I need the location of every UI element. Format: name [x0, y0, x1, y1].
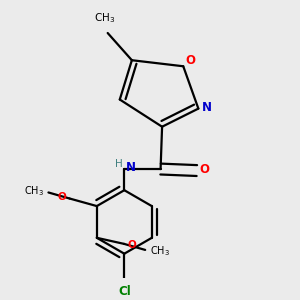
Text: CH$_3$: CH$_3$: [24, 184, 44, 198]
Text: H: H: [115, 159, 123, 169]
Text: O: O: [186, 54, 196, 67]
Text: O: O: [57, 192, 66, 202]
Text: N: N: [202, 101, 212, 115]
Text: Cl: Cl: [118, 285, 131, 298]
Text: CH$_3$: CH$_3$: [150, 244, 170, 258]
Text: CH$_3$: CH$_3$: [94, 12, 115, 26]
Text: N: N: [126, 161, 136, 174]
Text: O: O: [200, 163, 209, 176]
Text: O: O: [128, 240, 136, 250]
